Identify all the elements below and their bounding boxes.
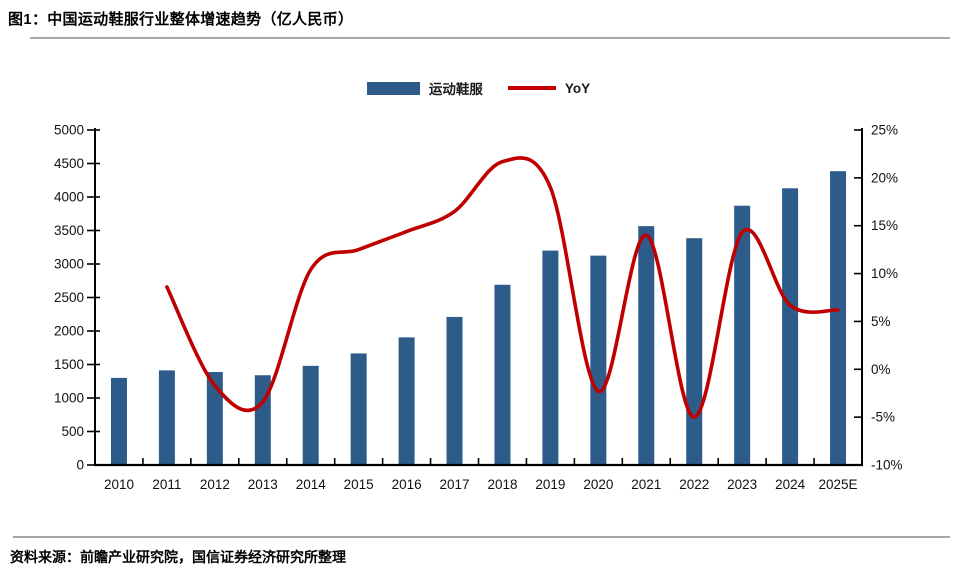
bar xyxy=(398,337,415,465)
left-axis-tick-label: 1000 xyxy=(54,391,84,406)
footer-divider xyxy=(13,536,950,538)
yoy-line-swatch xyxy=(507,86,556,90)
title-divider xyxy=(30,37,950,39)
bar xyxy=(206,372,223,465)
bar xyxy=(542,250,559,465)
bar xyxy=(590,255,607,465)
left-axis-tick-label: 0 xyxy=(76,458,84,473)
x-axis-label: 2019 xyxy=(535,477,565,492)
left-axis-tick-label: 3500 xyxy=(54,223,84,238)
left-axis-tick-label: 4000 xyxy=(54,190,84,205)
x-axis-label: 2023 xyxy=(727,477,757,492)
chart-legend: 运动鞋服 YoY xyxy=(95,80,862,97)
right-axis-tick-label: 25% xyxy=(871,123,898,138)
bar xyxy=(734,205,751,465)
x-axis-label: 2017 xyxy=(440,477,470,492)
left-axis-tick-label: 4500 xyxy=(54,156,84,171)
right-axis-tick-label: -5% xyxy=(871,410,895,425)
bar xyxy=(494,284,511,465)
x-axis-label: 2013 xyxy=(248,477,278,492)
x-axis-label: 2015 xyxy=(344,477,374,492)
bar xyxy=(782,188,799,466)
bar-series-swatch xyxy=(366,81,420,95)
left-axis-tick-label: 2000 xyxy=(54,324,84,339)
bar xyxy=(350,353,367,465)
bar xyxy=(110,377,127,465)
x-axis-label: 2014 xyxy=(296,477,327,492)
yoy-series-label: YoY xyxy=(564,80,591,96)
x-axis-label: 2012 xyxy=(200,477,230,492)
right-axis-tick-label: 0% xyxy=(871,362,891,377)
x-axis-label: 2018 xyxy=(487,477,517,492)
bar xyxy=(686,238,703,465)
left-axis-tick-label: 500 xyxy=(61,424,84,439)
yoy-line xyxy=(165,156,840,419)
x-axis-label: 2025E xyxy=(819,477,858,492)
bar-series-label: 运动鞋服 xyxy=(428,82,483,97)
x-axis-label: 2024 xyxy=(775,477,806,492)
left-axis-tick-label: 5000 xyxy=(54,123,84,138)
source-note: 资料来源：前瞻产业研究院，国信证券经济研究所整理 xyxy=(10,549,346,565)
x-axis-label: 2016 xyxy=(392,477,422,492)
bar xyxy=(446,316,463,465)
bar xyxy=(638,226,655,465)
right-axis-tick-label: -10% xyxy=(871,458,903,473)
x-axis-label: 2021 xyxy=(631,477,661,492)
bar xyxy=(158,370,175,465)
x-axis-label: 2020 xyxy=(583,477,613,492)
x-axis-label: 2022 xyxy=(679,477,709,492)
figure-title: 图1：中国运动鞋服行业整体增速趋势（亿人民币） xyxy=(8,11,354,28)
right-axis-tick-label: 5% xyxy=(871,314,891,329)
left-axis-tick-label: 1500 xyxy=(54,357,84,372)
bar xyxy=(830,171,847,465)
left-axis-tick-label: 2500 xyxy=(54,290,84,305)
right-axis-tick-label: 15% xyxy=(871,218,898,233)
right-axis-tick-label: 10% xyxy=(871,266,898,281)
x-axis-label: 2010 xyxy=(104,477,134,492)
bar xyxy=(302,365,319,465)
left-axis-tick-label: 3000 xyxy=(54,257,84,272)
right-axis-tick-label: 20% xyxy=(871,170,898,185)
x-axis-label: 2011 xyxy=(152,477,181,492)
